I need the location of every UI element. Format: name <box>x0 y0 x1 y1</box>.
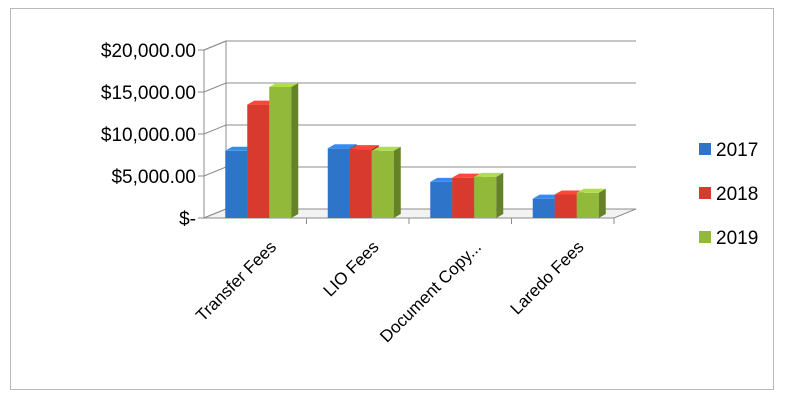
y-tick-label: $15,000.00 <box>101 83 196 104</box>
bar-side <box>598 188 606 218</box>
y-axis-ticks: $20,000.00 $15,000.00 $10,000.00 $5,000.00 $… <box>101 41 196 230</box>
bar-top <box>576 188 606 193</box>
gridline-side <box>203 82 227 93</box>
bar-front <box>269 86 292 219</box>
bar-top <box>430 177 460 182</box>
bar-top <box>225 146 255 151</box>
bar-front <box>371 150 394 218</box>
legend-label: 2017 <box>716 140 758 161</box>
bar-top <box>327 144 357 149</box>
y-tick-label: $20,000.00 <box>101 41 196 62</box>
bar-front <box>576 192 599 218</box>
y-tick-label: $5,000.00 <box>111 167 196 188</box>
bar-side <box>291 82 299 219</box>
x-category-label: Document Copy... <box>376 237 485 346</box>
bar-front <box>554 194 577 218</box>
bar-front <box>430 181 453 218</box>
bar-top <box>371 146 401 151</box>
legend-label: 2018 <box>716 184 758 205</box>
legend-label: 2019 <box>716 228 758 249</box>
bar-side <box>393 146 401 218</box>
bar <box>269 82 299 219</box>
bar-front <box>247 104 270 218</box>
bar-top <box>554 190 584 195</box>
legend-swatch <box>699 143 711 155</box>
y-tick-label: $10,000.00 <box>101 125 196 146</box>
gridline-side <box>203 166 227 177</box>
x-category-label: Laredo Fees <box>507 237 588 318</box>
bar-side <box>496 172 504 218</box>
bar <box>474 172 504 218</box>
bar-top <box>532 194 562 199</box>
bar-top <box>269 82 299 87</box>
bar-top <box>349 145 379 150</box>
x-category-label: Transfer Fees <box>192 237 280 325</box>
legend-swatch <box>699 231 711 243</box>
bar <box>576 188 606 218</box>
bar-front <box>474 176 497 218</box>
legend-swatch <box>699 187 711 199</box>
y-tick-label: $- <box>179 209 196 230</box>
bar-top <box>247 100 277 105</box>
gridline-side <box>203 40 227 51</box>
bar-front <box>532 198 555 218</box>
bar-front <box>452 177 475 218</box>
bar <box>371 146 401 218</box>
x-category-label: LIO Fees <box>320 237 383 300</box>
bar-front <box>225 150 248 218</box>
bars <box>225 82 606 219</box>
bar-front <box>327 148 350 218</box>
bar-front <box>349 149 372 218</box>
bar-top <box>452 173 482 178</box>
gridline-side <box>203 124 227 135</box>
bar-top <box>474 172 504 177</box>
legend: 2017 2018 2019 <box>699 140 758 249</box>
